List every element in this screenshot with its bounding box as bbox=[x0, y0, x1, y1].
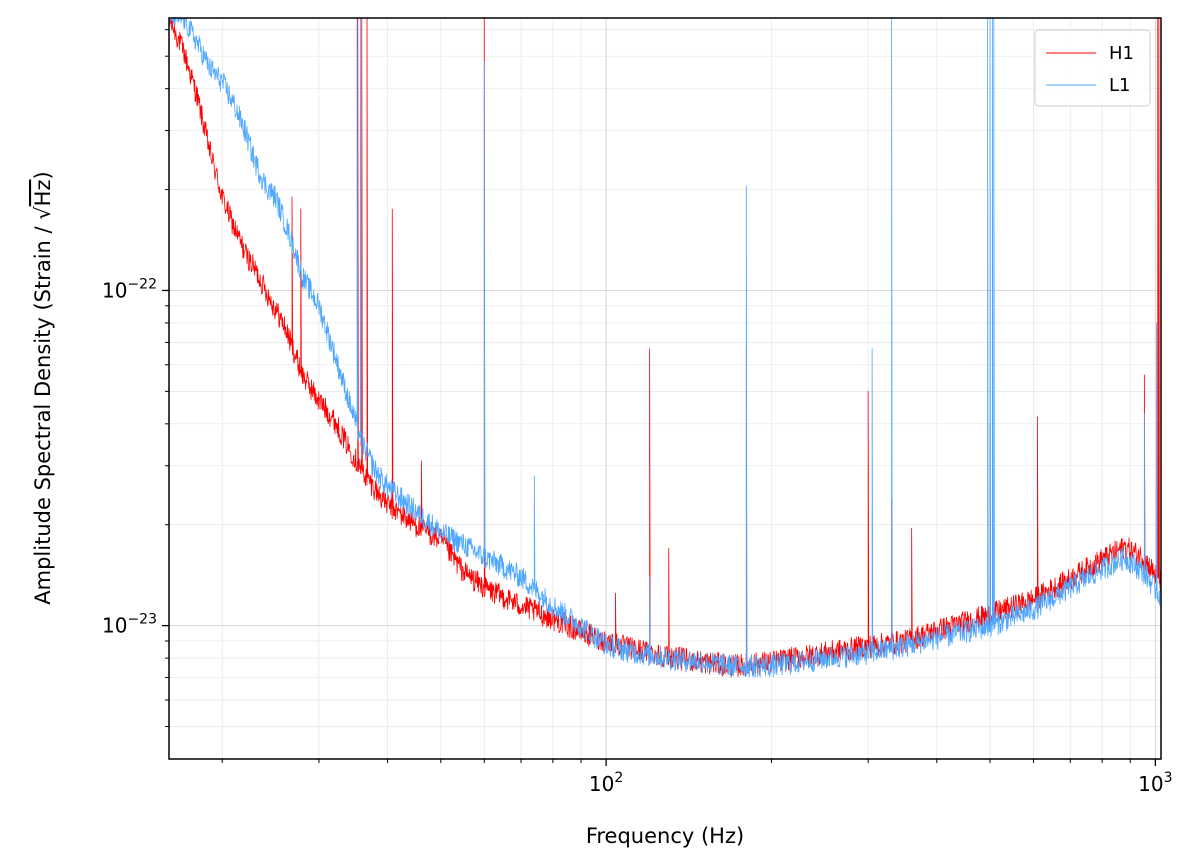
legend-label-h1: H1 bbox=[1109, 43, 1134, 64]
series-line-l1 bbox=[169, 18, 1161, 678]
x-axis-title: Frequency (Hz) bbox=[586, 824, 744, 848]
y-axis-title: Amplitude Spectral Density (Strain / √Hz… bbox=[31, 171, 55, 604]
y-axis-title-radicand: Hz bbox=[31, 179, 55, 206]
y-tick-label: 10−22 bbox=[102, 276, 157, 302]
y-axis-title-prefix: Amplitude Spectral Density (Strain / bbox=[31, 220, 55, 605]
series-line-h1 bbox=[169, 18, 1161, 678]
legend-box bbox=[1034, 29, 1151, 107]
plot-frame bbox=[168, 17, 1162, 760]
y-axis-title-radical: √ bbox=[31, 206, 55, 220]
y-axis-title-suffix: ) bbox=[31, 171, 55, 179]
series-layer bbox=[169, 18, 1161, 678]
x-tick-label: 102 bbox=[589, 770, 623, 796]
y-tick-label: 10−23 bbox=[102, 612, 157, 638]
x-tick-label: 103 bbox=[1138, 770, 1172, 796]
axis-ticks: 102 103 10−23 10−22 bbox=[102, 29, 1173, 796]
legend-label-l1: L1 bbox=[1109, 75, 1130, 96]
legend: H1 L1 bbox=[1034, 29, 1151, 107]
